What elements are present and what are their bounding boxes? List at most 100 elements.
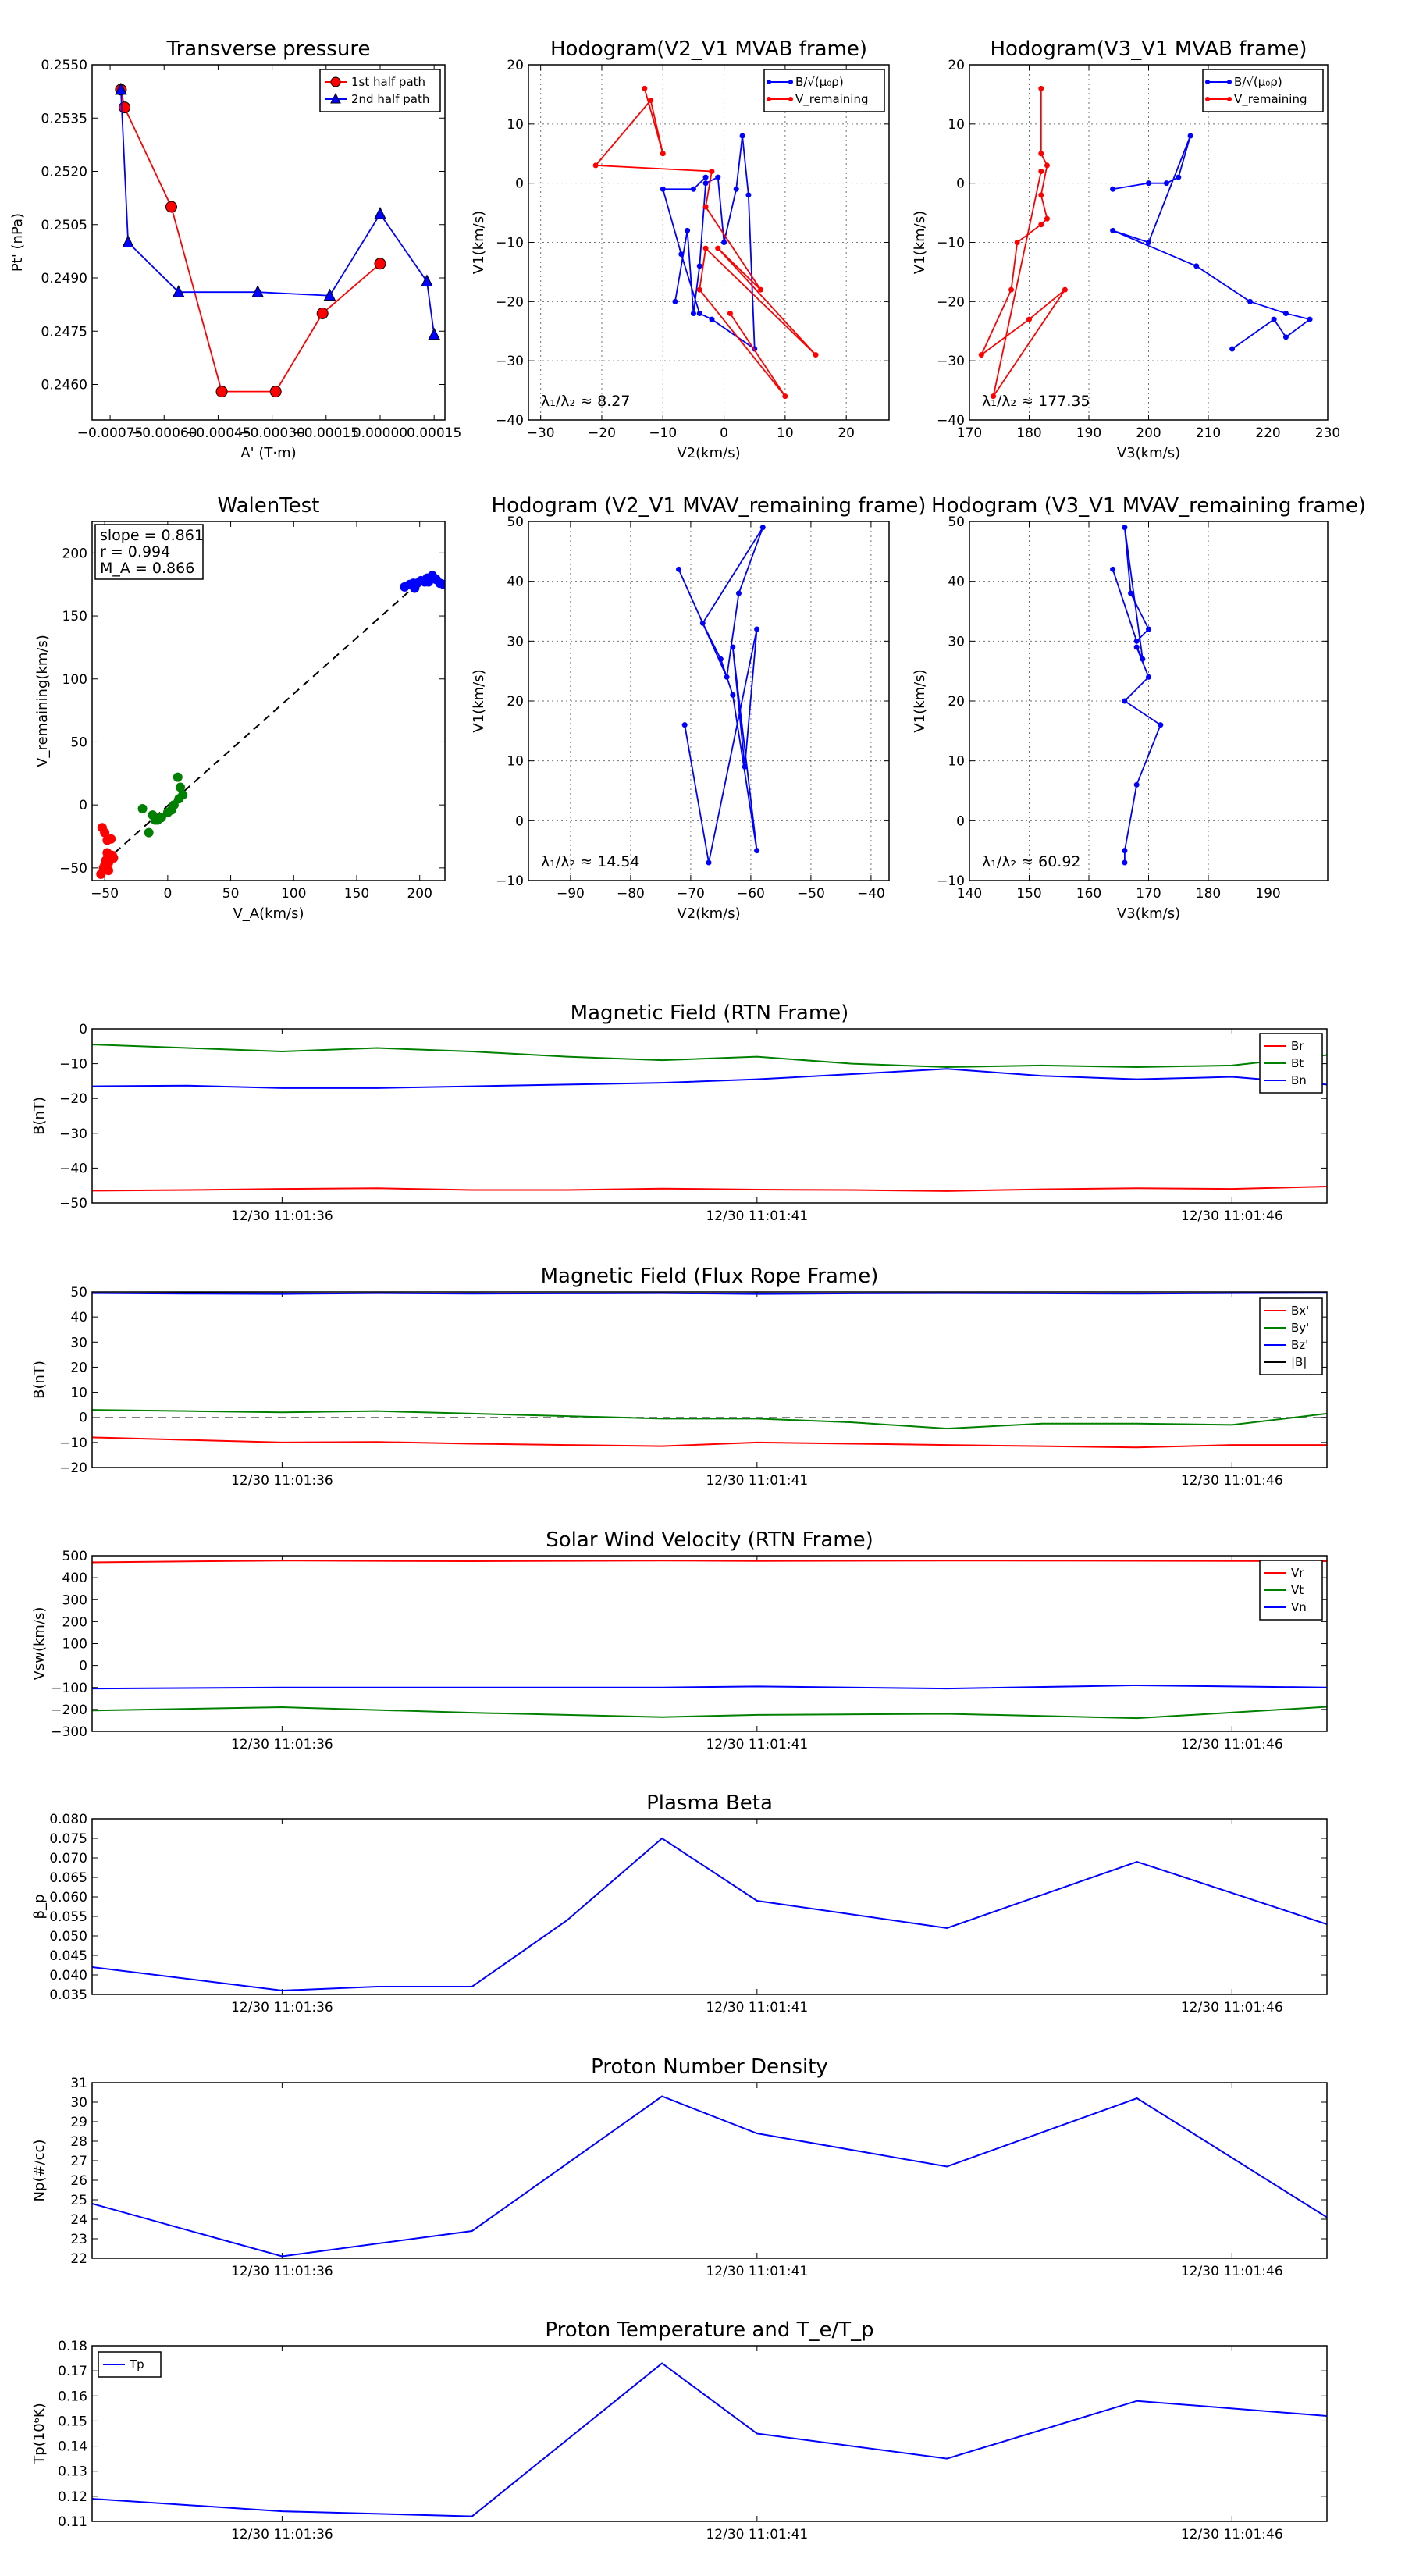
y-tick-label: −30 [59,1126,87,1142]
plot-frame [91,521,446,881]
data-point [410,583,420,593]
y-tick-label: 0.15 [58,2414,87,2429]
legend-label: Vn [1291,1600,1307,1614]
y-tick-label: −50 [59,861,87,877]
data-point [1110,186,1116,192]
x-tick-label: 12/30 11:01:46 [1181,2000,1283,2016]
y-tick-label: 22 [70,2251,87,2267]
x-tick-label: 12/30 11:01:46 [1181,1208,1283,1224]
data-point [736,590,742,596]
data-point [706,859,712,866]
chart-hodo_mvav_v2: Hodogram (V2_V1 MVAV_remaining frame) −90… [471,494,926,922]
data-point [642,85,648,91]
y-tick-label: 27 [70,2154,87,2169]
y-tick-label: 10 [507,117,524,133]
legend-label: B/√(μ₀ρ) [1234,75,1282,89]
y-tick-label: 20 [507,58,524,73]
y-tick-label: 0 [79,798,87,813]
chart-title: Transverse pressure [166,37,371,61]
chart-hodo_mvav_v3: Hodogram (V3_V1 MVAV_remaining frame) 140… [912,494,1366,922]
y-tick-label: 50 [507,514,524,530]
y-tick-label: 25 [70,2193,87,2208]
data-point [1247,298,1254,304]
x-tick-label: 12/30 11:01:46 [1181,2527,1283,2542]
data-point [122,235,134,247]
data-point [1026,316,1032,322]
plot-frame [969,521,1329,881]
data-point [1193,263,1200,269]
y-tick-label: 10 [507,754,524,770]
x-tick-label: 0.00000 [353,425,407,441]
x-tick-label: 10 [777,425,794,441]
legend: 1st half path 2nd half path [319,69,441,112]
y-tick-label: −20 [937,294,965,310]
data-point [1140,656,1146,662]
plot-frame [91,2082,1328,2259]
y-tick-label: 500 [62,1549,87,1564]
x-axis-label: V3(km/s) [1117,906,1180,922]
plot-frame [528,521,890,881]
legend-label: Bx' [1291,1304,1309,1318]
x-tick-label: 230 [1315,425,1340,441]
chart-title: Magnetic Field (RTN Frame) [571,1002,849,1025]
data-point [428,327,440,340]
y-tick-label: 0.14 [58,2439,87,2455]
y-tick-label: −40 [496,413,524,429]
data-point [1122,698,1128,704]
data-point [172,285,185,297]
y-tick-label: 0 [79,1411,87,1426]
y-axis-label: V1(km/s) [471,211,487,274]
data-point [759,525,766,531]
series-line-Vr [92,1560,1327,1564]
data-point [137,804,148,813]
plot-area [676,525,766,866]
data-point [813,352,819,358]
x-tick-label: 12/30 11:01:36 [231,1737,333,1752]
legend-label: |B| [1291,1355,1307,1369]
y-tick-label: 10 [948,754,965,770]
data-point [1038,222,1044,228]
data-point [1038,192,1044,198]
legend-label: By' [1291,1321,1309,1335]
x-tick-label: 220 [1255,425,1280,441]
x-tick-label: 150 [344,886,369,902]
x-tick-label: 12/30 11:01:41 [706,1208,808,1224]
y-tick-label: −10 [496,873,524,889]
chart-temperature: Proton Temperature and T_e/T_p 12/30 11:0… [31,2318,1328,2542]
eigenvalue-ratio-label: λ₁/λ₂ ≈ 14.54 [541,853,640,870]
plot-frame [91,1818,1328,1995]
y-tick-label: 0.2550 [41,58,87,73]
data-point [102,848,112,858]
legend-marker [767,80,771,84]
y-tick-label: 200 [62,546,87,561]
legend-label: 2nd half path [351,92,429,106]
data-point [1110,566,1116,572]
chart-hodo_mvab_v3: Hodogram(V3_V1 MVAB frame)170 180 190 200 21… [912,37,1340,461]
y-tick-label: 30 [948,634,965,649]
y-tick-label: 0 [956,813,965,829]
y-tick-label: 0 [956,176,965,192]
y-axis-label: Vsw(km/s) [31,1607,48,1681]
y-tick-label: 0 [515,176,524,192]
chart-title: Proton Temperature and T_e/T_p [545,2318,873,2342]
y-tick-label: 0.060 [49,1890,87,1905]
data-point [103,866,113,876]
y-tick-label: 0.2535 [41,111,87,126]
legend-marker [1205,97,1210,101]
y-tick-label: 10 [70,1386,87,1401]
x-tick-label: 140 [957,886,982,902]
data-point [739,133,745,139]
data-point [165,201,177,213]
x-tick-label: 180 [1016,425,1041,441]
chart-mag_fr: Magnetic Field (Flux Rope Frame) 12/30 11… [31,1265,1328,1489]
y-tick-label: 0.16 [58,2389,87,2404]
y-axis-label: B(nT) [31,1361,48,1399]
x-tick-label: 12/30 11:01:36 [231,1208,333,1224]
chart-sw_vel: Solar Wind Velocity (RTN Frame) 12/30 11:… [31,1528,1328,1752]
x-tick-label: 12/30 11:01:41 [706,2264,808,2279]
legend-marker [788,97,793,101]
y-tick-label: 50 [70,735,87,750]
y-tick-label: 0.070 [49,1851,87,1866]
legend: Vr Vt Vn [1259,1560,1323,1621]
data-point [374,258,386,270]
